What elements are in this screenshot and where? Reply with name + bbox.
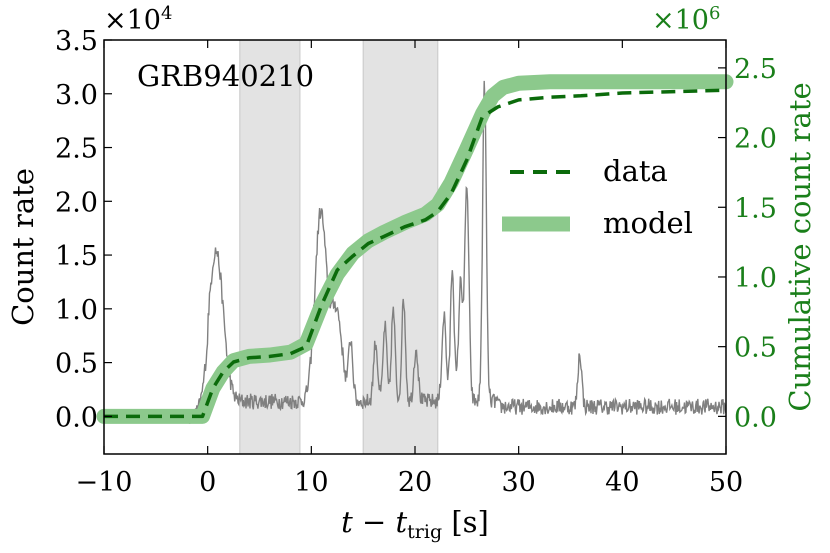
x-tick-label: 30: [501, 467, 535, 498]
lightcurve-layer: [103, 80, 727, 424]
data-line: [104, 88, 727, 419]
y2-tick-label: 2.0: [734, 124, 777, 155]
x-axis-title: t − ttrig [s]: [341, 505, 489, 543]
legend-model-label: model: [603, 206, 693, 240]
data-layer: [104, 88, 727, 419]
x-tick-label: 10: [294, 467, 328, 498]
y-multiplier: ×104: [104, 3, 172, 36]
y2-tick-label: 2.5: [734, 54, 777, 85]
x-tick-label: 40: [605, 467, 639, 498]
y2-multiplier: ×106: [652, 3, 720, 36]
y-tick-label: 0.0: [55, 402, 98, 433]
y2-tick-label: 0.5: [734, 333, 777, 364]
y-tick-label: 1.5: [55, 241, 98, 272]
x-tick-label: 50: [709, 467, 743, 498]
x-tick-label: 0: [199, 467, 216, 498]
axis-ticks: −10 0 10 20 30 40 50 0.0 0.5 1.0 1.5 2.0 2.5 3.0 3.5 0.…: [55, 26, 777, 498]
y-axis-title: Count rate: [6, 168, 40, 326]
y2-tick-label: 1.0: [734, 263, 777, 294]
y2-axis-title: Cumulative count rate: [783, 82, 817, 411]
y-tick-label: 3.0: [55, 80, 98, 111]
x-tick-label: 20: [398, 467, 432, 498]
y-tick-label: 2.0: [55, 187, 98, 218]
y2-tick-label: 0.0: [734, 402, 777, 433]
y-tick-label: 2.5: [55, 134, 98, 165]
y-tick-label: 3.5: [55, 26, 98, 57]
shaded-interval-0: [239, 39, 301, 455]
lightcurve-line: [103, 80, 727, 424]
legend: data model: [502, 154, 693, 240]
annotation-label: GRB940210: [137, 59, 314, 93]
legend-data-label: data: [603, 154, 668, 188]
y-tick-label: 0.5: [55, 349, 98, 380]
x-tick-label: −10: [76, 467, 133, 498]
y-tick-label: 1.0: [55, 295, 98, 326]
y2-tick-label: 1.5: [734, 193, 777, 224]
